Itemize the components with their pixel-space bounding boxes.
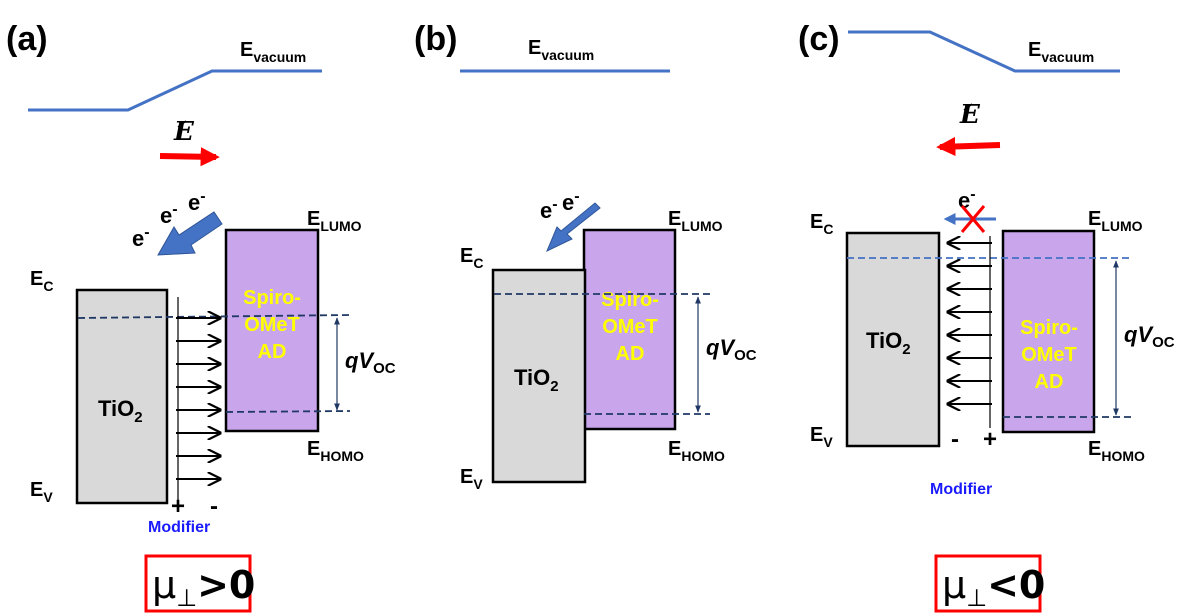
panel-a-field-arrow (159, 147, 220, 167)
panel-c-vacuum-level (848, 30, 1120, 73)
panel-a: (a) Evacuum E e- e- e- EC EV TiO2 Spiro-… (6, 20, 396, 613)
panel-a-modifier-label: Modifier (148, 519, 210, 536)
panel-c-field-arrow (936, 136, 1001, 157)
panel-c-spiro-label: AD (1035, 371, 1064, 393)
panel-a-electron: e- (132, 224, 150, 251)
panel-c-minus-sign: - (951, 426, 959, 453)
panel-a-qvoc-label: qVOC (345, 348, 396, 377)
panel-a-spiro-label: Spiro- (243, 287, 301, 309)
panel-b-ec-label: EC (460, 245, 483, 271)
panel-a-homo-level (225, 410, 351, 413)
panel-c-electron: e- (958, 186, 976, 213)
panel-c-label: (c) (798, 20, 840, 58)
panel-a-elumo-label: ELUMO (307, 208, 362, 234)
panel-b: (b) Evacuum e- e- EC EV Spiro- OMeT AD T… (414, 20, 757, 492)
panel-a-vacuum-level (28, 69, 322, 112)
panel-a-mu-box (144, 554, 252, 613)
panel-b-spiro-label: OMeT (602, 316, 658, 338)
panel-a-mu-label: μ⊥>0 (152, 563, 255, 612)
panel-c-mu-box (934, 554, 1042, 613)
panel-a-spiro-label: OMeT (244, 314, 300, 336)
panel-a-tio2-label: TiO2 (98, 396, 143, 426)
panel-c-vacuum-label: Evacuum (1028, 39, 1094, 65)
panel-a-spiro-block (224, 228, 320, 433)
panel-c-qvoc-label: qVOC (1124, 322, 1175, 351)
panel-b-qvoc-label: qVOC (706, 335, 757, 364)
panel-a-field-vector-mark (177, 120, 187, 128)
panel-a-label: (a) (6, 20, 48, 58)
panel-c-spiro-label: Spiro- (1020, 317, 1078, 339)
panel-b-spiro-label: AD (616, 343, 645, 365)
panel-c-field-label: E (959, 100, 981, 130)
panel-c-spiro-block (1001, 229, 1096, 434)
panel-b-tio2-block (491, 268, 587, 484)
panel-a-tio2-block (75, 288, 169, 505)
panel-c-ev-label: EV (810, 424, 833, 450)
panel-a-electron-transfer-arrow (157, 211, 223, 256)
panel-c-spiro-label: OMeT (1021, 344, 1077, 366)
panel-c-mu-label: μ⊥<0 (942, 563, 1045, 612)
panel-a-minus-sign: - (210, 493, 218, 520)
panel-a-spiro-label: AD (258, 341, 287, 363)
panel-a-dipole-arrows (176, 318, 220, 479)
panel-c-modifier-label: Modifier (930, 481, 992, 498)
panel-c-elumo-label: ELUMO (1088, 208, 1143, 234)
panel-b-spiro-label: Spiro- (601, 289, 659, 311)
panel-b-electron: e- (562, 188, 580, 215)
panel-c-ehomo-label: EHOMO (1088, 438, 1145, 464)
panel-b-elumo-label: ELUMO (668, 208, 723, 234)
panel-b-label: (b) (414, 20, 457, 58)
panel-b-spiro-block (582, 228, 677, 431)
panel-a-electron: e- (188, 188, 206, 215)
panel-a-ehomo-label: EHOMO (307, 438, 364, 464)
panel-b-electron-transfer-arrow (546, 202, 601, 253)
panel-c-plus-sign: + (983, 426, 997, 453)
panel-a-electron: e- (160, 201, 178, 228)
panel-a-field-label: E (173, 117, 195, 147)
panel-b-ev-label: EV (460, 466, 483, 492)
panel-c-field-vector-mark (963, 103, 973, 111)
panel-c: (c) Evacuum E e- EC EV TiO2 Spiro- OMeT … (798, 20, 1175, 613)
panel-b-tio2-label: TiO2 (514, 365, 559, 395)
panel-c-tio2-label: TiO2 (866, 328, 911, 358)
panel-a-vacuum-label: Evacuum (240, 39, 306, 65)
panel-c-tio2-block (845, 231, 941, 448)
panel-a-ec-label: EC (30, 268, 53, 294)
panel-b-ehomo-label: EHOMO (668, 438, 725, 464)
panel-a-plus-sign: + (171, 493, 185, 520)
panel-b-electron: e- (540, 196, 558, 223)
panel-a-ev-label: EV (30, 479, 53, 505)
panel-b-vacuum-label: Evacuum (528, 37, 594, 63)
panel-c-dipole-arrows (948, 243, 992, 404)
panel-c-blocked-x-icon (960, 205, 986, 233)
panel-c-ec-label: EC (810, 211, 833, 237)
